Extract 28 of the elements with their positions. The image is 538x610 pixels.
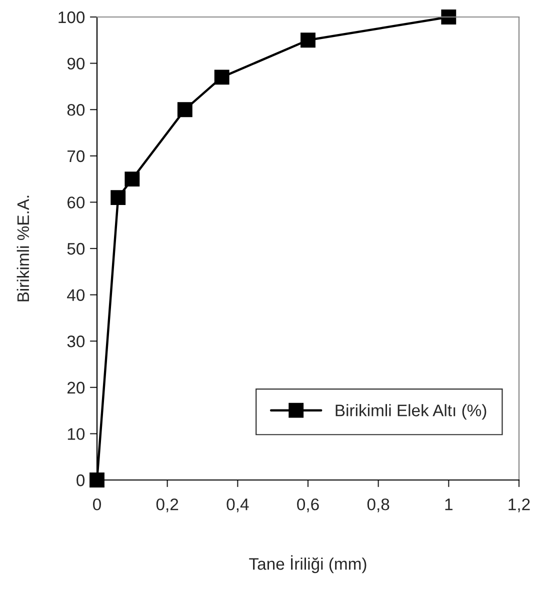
y-tick-label: 20 <box>67 382 85 394</box>
y-tick-label: 50 <box>67 242 85 255</box>
point <box>214 70 230 85</box>
point <box>300 32 316 48</box>
x-tick-label: 0 <box>93 498 101 510</box>
point <box>441 10 456 24</box>
y-tick-label: 100 <box>58 11 85 24</box>
x-axis-title: Tane İriliği (mm) <box>249 555 366 574</box>
y-tick-label: 60 <box>68 196 85 208</box>
y-axis-title: Birikimli %E.A. <box>16 196 30 302</box>
x-tick-label: 0,4 <box>226 498 249 512</box>
y-tick-label: 80 <box>67 104 85 116</box>
y-tick-label: 30 <box>67 336 85 348</box>
x-tick-label: 1 <box>445 498 452 510</box>
x-tick-label: 0,8 <box>367 498 390 512</box>
y-tick-label: 90 <box>67 58 85 70</box>
x-tick-label: 0,2 <box>156 498 178 512</box>
legend-label: Birikimli Elek Altı (%) <box>336 404 486 420</box>
y-tick-label: 10 <box>68 428 85 440</box>
point <box>90 472 104 488</box>
point <box>124 172 140 187</box>
y-tick-label: 70 <box>68 150 85 162</box>
y-tick-label: 0 <box>76 474 85 486</box>
point <box>110 190 126 206</box>
x-tick-label: 0,6 <box>297 498 319 512</box>
point <box>177 102 192 118</box>
y-tick-label: 40 <box>67 289 85 302</box>
x-tick-label: 1,2 <box>508 498 530 512</box>
